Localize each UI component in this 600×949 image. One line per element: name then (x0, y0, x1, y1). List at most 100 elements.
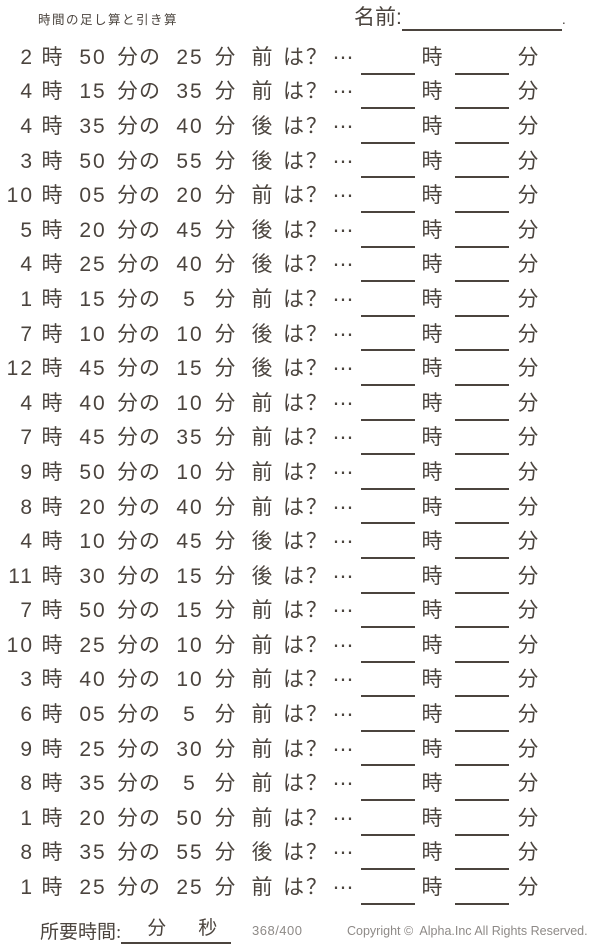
answer-minute-blank[interactable] (455, 497, 509, 525)
hour-unit-label: 時 (41, 703, 63, 727)
answer-minute-blank[interactable] (455, 705, 509, 732)
answer-hour-blank[interactable] (361, 186, 415, 213)
answer-hour-blank[interactable] (361, 394, 415, 421)
question-label: は？ (283, 599, 329, 623)
ellipsis: ⋯ (332, 772, 354, 796)
start-minute-value: 45 (79, 357, 107, 381)
problem-row: 4 時 10 分の 45 分 後 は？ ⋯ 時 分 (0, 524, 600, 559)
hour-unit-label: 時 (41, 876, 63, 900)
answer-minute-blank[interactable] (455, 670, 509, 698)
of-minutes-label: 分の (117, 772, 161, 796)
elapsed-time-label: 所要時間: (40, 921, 122, 943)
start-minute-value: 10 (79, 322, 107, 346)
answer-hour-blank[interactable] (361, 463, 415, 490)
offset-minutes-value: 10 (176, 322, 204, 346)
answer-minute-blank[interactable] (455, 878, 509, 905)
problem-row: 7 時 45 分の 35 分 前 は？ ⋯ 時 分 (0, 421, 600, 456)
name-input-line[interactable] (401, 8, 562, 31)
answer-hour-unit-label: 時 (421, 80, 443, 104)
answer-hour-blank[interactable] (361, 82, 415, 110)
question-label: は？ (283, 149, 329, 173)
answer-minute-blank[interactable] (455, 567, 509, 594)
question-label: は？ (283, 495, 329, 519)
answer-minute-blank[interactable] (455, 117, 509, 144)
answer-hour-unit-label: 時 (421, 841, 443, 865)
of-minutes-label: 分の (117, 114, 161, 138)
answer-minute-blank[interactable] (455, 82, 509, 110)
answer-minute-blank[interactable] (455, 186, 509, 213)
start-minute-value: 20 (79, 495, 107, 519)
answer-minute-blank[interactable] (455, 843, 509, 871)
question-label: は？ (283, 841, 329, 865)
direction-label: 前 (251, 426, 273, 450)
answer-hour-blank[interactable] (361, 670, 415, 698)
answer-hour-blank[interactable] (361, 324, 415, 352)
start-hour-value: 7 (20, 322, 34, 346)
problem-row: 10 時 25 分の 10 分 前 は？ ⋯ 時 分 (0, 628, 600, 663)
elapsed-minutes-blank[interactable] (121, 939, 147, 940)
start-hour-value: 4 (20, 253, 34, 277)
direction-label: 後 (251, 149, 273, 173)
minute-unit-label: 分 (214, 495, 236, 519)
answer-hour-blank[interactable] (361, 221, 415, 248)
answer-minute-blank[interactable] (455, 324, 509, 352)
offset-minutes-value: 45 (176, 530, 204, 554)
problem-row: 3 時 40 分の 10 分 前 は？ ⋯ 時 分 (0, 663, 600, 698)
minute-unit-label: 分 (214, 460, 236, 484)
answer-hour-blank[interactable] (361, 601, 415, 629)
answer-hour-blank[interactable] (361, 774, 415, 802)
answer-hour-blank[interactable] (361, 705, 415, 732)
answer-hour-blank[interactable] (361, 532, 415, 559)
answer-minute-blank[interactable] (455, 739, 509, 767)
answer-hour-blank[interactable] (361, 497, 415, 525)
answer-hour-blank[interactable] (361, 739, 415, 767)
elapsed-seconds-blank[interactable] (166, 939, 198, 940)
hour-unit-label: 時 (41, 668, 63, 692)
answer-minute-blank[interactable] (455, 290, 509, 317)
answer-minute-blank[interactable] (455, 636, 509, 663)
start-minute-value: 35 (79, 841, 107, 865)
answer-minute-blank[interactable] (455, 463, 509, 490)
answer-hour-blank[interactable] (361, 636, 415, 663)
answer-minute-blank[interactable] (455, 151, 509, 179)
answer-hour-blank[interactable] (361, 359, 415, 386)
hour-unit-label: 時 (41, 599, 63, 623)
answer-hour-blank[interactable] (361, 255, 415, 283)
answer-minute-blank[interactable] (455, 394, 509, 421)
answer-hour-blank[interactable] (361, 290, 415, 317)
question-label: は？ (283, 876, 329, 900)
start-hour-value: 6 (20, 703, 34, 727)
answer-hour-blank[interactable] (361, 809, 415, 836)
start-minute-value: 35 (79, 114, 107, 138)
answer-hour-blank[interactable] (361, 567, 415, 594)
answer-minute-blank[interactable] (455, 774, 509, 802)
offset-minutes-value: 15 (176, 564, 204, 588)
answer-hour-blank[interactable] (361, 878, 415, 905)
of-minutes-label: 分の (117, 45, 161, 69)
problem-row: 1 時 20 分の 50 分 前 は？ ⋯ 時 分 (0, 801, 600, 836)
answer-hour-blank[interactable] (361, 151, 415, 179)
answer-hour-blank[interactable] (361, 428, 415, 456)
answer-hour-unit-label: 時 (421, 703, 443, 727)
answer-minute-blank[interactable] (455, 809, 509, 836)
answer-minute-blank[interactable] (455, 48, 509, 75)
answer-minute-blank[interactable] (455, 601, 509, 629)
hour-unit-label: 時 (41, 218, 63, 242)
offset-minutes-value: 30 (176, 737, 204, 761)
answer-hour-blank[interactable] (361, 843, 415, 871)
answer-minute-blank[interactable] (455, 532, 509, 559)
elapsed-time-blank[interactable]: 分秒 (121, 913, 232, 944)
problem-row: 1 時 25 分の 25 分 前 は？ ⋯ 時 分 (0, 870, 600, 905)
minute-unit-label: 分 (214, 45, 236, 69)
answer-hour-blank[interactable] (361, 48, 415, 75)
start-minute-value: 10 (79, 530, 107, 554)
answer-minute-blank[interactable] (455, 255, 509, 283)
answer-minute-blank[interactable] (455, 359, 509, 386)
answer-minute-unit-label: 分 (517, 253, 539, 277)
ellipsis: ⋯ (332, 737, 354, 761)
name-line-period: . (561, 11, 566, 27)
offset-minutes-value: 25 (176, 876, 204, 900)
answer-minute-blank[interactable] (455, 428, 509, 456)
answer-minute-blank[interactable] (455, 221, 509, 248)
answer-hour-blank[interactable] (361, 117, 415, 144)
